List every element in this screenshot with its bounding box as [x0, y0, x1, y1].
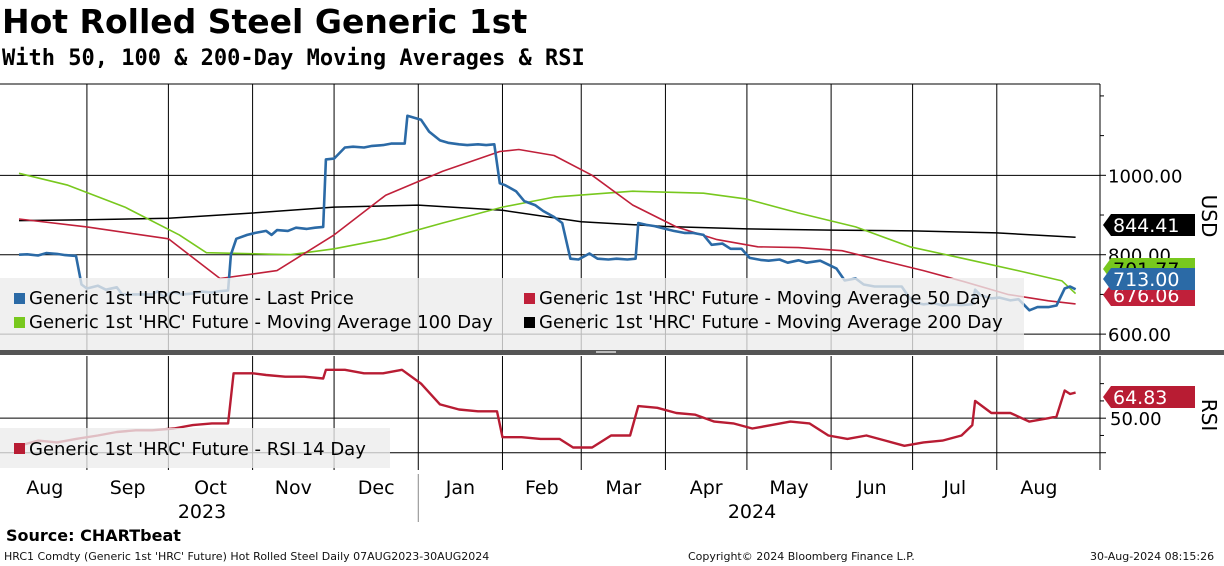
legend-label-ma50: Generic 1st 'HRC' Future - Moving Averag…	[539, 288, 992, 309]
separator-grip	[596, 351, 616, 353]
x-month-label: Apr	[690, 477, 723, 499]
price-legend: Generic 1st 'HRC' Future - Last Price Gen…	[0, 278, 1024, 350]
chart-subtitle: With 50, 100 & 200-Day Moving Averages &…	[2, 46, 585, 71]
ma200-value-tag-text: 844.41	[1113, 215, 1179, 237]
x-month-label: May	[769, 477, 808, 499]
x-month-label: Sep	[110, 477, 146, 499]
x-month-label: Jun	[856, 477, 887, 499]
rsi-line	[18, 368, 1076, 449]
rsi-tick-label: 50.00	[1110, 409, 1162, 430]
x-month-label: Jul	[942, 477, 966, 499]
chart-title: Hot Rolled Steel Generic 1st	[2, 2, 528, 41]
ma50-value-tag-text: 676.06	[1113, 285, 1179, 307]
legend-label-rsi: Generic 1st 'HRC' Future - RSI 14 Day	[29, 439, 366, 460]
ma200-line	[18, 204, 1076, 238]
legend-swatch-rsi	[14, 443, 25, 454]
x-month-label: Mar	[605, 477, 641, 499]
rsi-legend-box	[0, 428, 390, 468]
y-tick-label: 1000.00	[1108, 166, 1182, 187]
x-month-label: Nov	[275, 477, 312, 499]
legend-swatch-ma100	[14, 317, 25, 328]
rsi-axis-title: RSI	[1197, 399, 1221, 432]
price-value-tag: 713.00	[1103, 268, 1195, 291]
legend-label-ma100: Generic 1st 'HRC' Future - Moving Averag…	[29, 312, 493, 333]
ma200-value-tag: 844.41	[1103, 214, 1195, 237]
price-value-tag-text: 713.00	[1113, 269, 1179, 291]
source-label: Source: CHARTbeat	[6, 526, 181, 545]
legend-box	[0, 278, 1024, 350]
legend-label-price: Generic 1st 'HRC' Future - Last Price	[29, 288, 354, 309]
legend-swatch-price	[14, 293, 25, 304]
price-axis-title: USD	[1197, 195, 1221, 238]
footer-description: HRC1 Comdty (Generic 1st 'HRC' Future) H…	[4, 550, 490, 563]
x-month-label: Oct	[194, 477, 227, 499]
footer-copyright: Copyright© 2024 Bloomberg Finance L.P.	[688, 550, 915, 563]
ma200-value-tag-bg	[1103, 214, 1195, 236]
x-year-label: 2024	[728, 501, 776, 523]
x-year-label: 2023	[178, 501, 226, 523]
ma50-line	[18, 148, 1076, 305]
ma100-line	[18, 172, 1077, 295]
footer-timestamp: 30-Aug-2024 08:15:26	[1090, 550, 1215, 563]
legend-swatch-ma200	[524, 317, 535, 328]
x-month-label: Dec	[358, 477, 395, 499]
x-month-label: Aug	[26, 477, 63, 499]
rsi-value-tag-text: 64.83	[1113, 387, 1167, 409]
x-month-label: Jan	[445, 477, 475, 499]
rsi-value-tag-bg	[1103, 386, 1195, 408]
x-month-label: Feb	[525, 477, 559, 499]
x-month-label: Aug	[1020, 477, 1057, 499]
rsi-value-tag: 64.83	[1103, 386, 1195, 409]
legend-label-ma200: Generic 1st 'HRC' Future - Moving Averag…	[539, 312, 1003, 333]
legend-swatch-ma50	[524, 293, 535, 304]
price-value-tag-bg	[1103, 268, 1195, 290]
y-tick-label: 600.00	[1108, 325, 1171, 346]
rsi-legend: Generic 1st 'HRC' Future - RSI 14 Day	[0, 428, 390, 468]
